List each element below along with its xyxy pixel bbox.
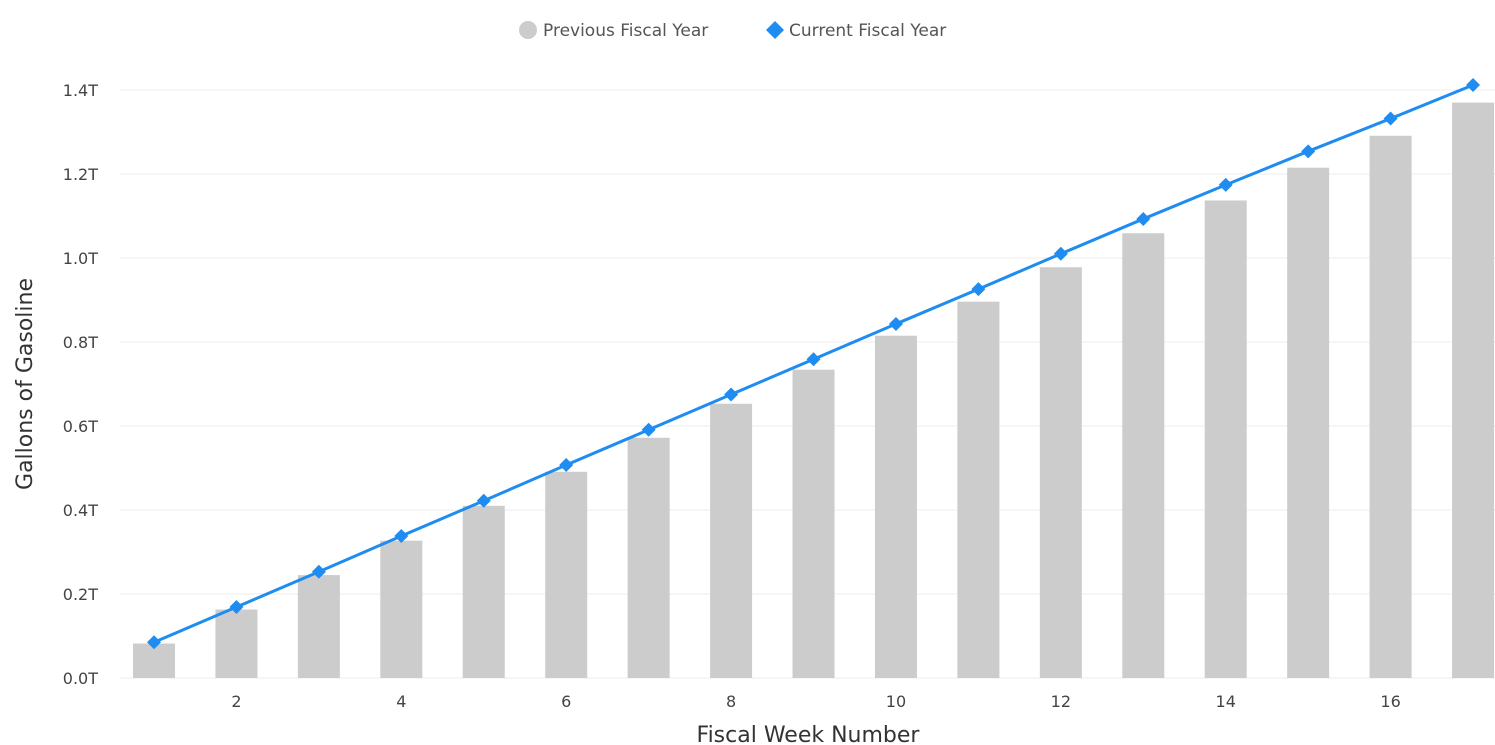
x-axis-title: Fiscal Week Number: [697, 723, 921, 745]
bar-previous-year[interactable]: [215, 609, 258, 678]
point-current-year[interactable]: [476, 493, 491, 508]
y-tick-label: 0.8T: [63, 333, 98, 352]
y-tick-label: 1.2T: [63, 165, 98, 184]
y-tick-label: 0.2T: [63, 585, 98, 604]
x-tick-label: 16: [1380, 692, 1400, 711]
legend-label: Current Fiscal Year: [789, 21, 946, 41]
x-axis-ticks: 2 4 6 8 10 12 14 16: [231, 692, 1400, 711]
bar-previous-year[interactable]: [462, 505, 505, 678]
bar-previous-year[interactable]: [1039, 267, 1082, 678]
point-current-year[interactable]: [806, 352, 821, 367]
point-current-year[interactable]: [229, 600, 244, 615]
x-tick-label: 10: [886, 692, 906, 711]
x-tick-label: 8: [726, 692, 736, 711]
point-current-year[interactable]: [724, 387, 739, 402]
legend-diamond-icon: [766, 21, 784, 39]
bar-previous-year[interactable]: [545, 471, 588, 678]
point-current-year[interactable]: [559, 458, 574, 473]
point-current-year[interactable]: [1466, 77, 1481, 92]
bar-previous-year[interactable]: [1369, 135, 1412, 678]
point-current-year[interactable]: [1218, 177, 1233, 192]
point-current-year[interactable]: [1053, 246, 1068, 261]
bar-previous-year[interactable]: [627, 437, 670, 678]
x-tick-label: 4: [396, 692, 406, 711]
bar-previous-year[interactable]: [792, 369, 835, 678]
point-current-year[interactable]: [1136, 211, 1151, 226]
y-axis-ticks: 0.0T 0.2T 0.4T 0.6T 0.8T 1.0T 1.2T 1.4T: [63, 81, 98, 688]
point-current-year[interactable]: [147, 635, 161, 650]
y-tick-label: 0.0T: [63, 669, 98, 688]
x-tick-label: 14: [1216, 692, 1236, 711]
legend[interactable]: Previous Fiscal Year Current Fiscal Year: [519, 21, 946, 41]
point-current-year[interactable]: [1383, 111, 1398, 126]
x-tick-label: 2: [231, 692, 241, 711]
legend-item-current-fiscal-year[interactable]: Current Fiscal Year: [766, 21, 946, 41]
y-axis-title: Gallons of Gasoline: [13, 278, 38, 490]
point-current-year[interactable]: [641, 422, 656, 437]
bar-previous-year[interactable]: [874, 335, 917, 678]
point-current-year[interactable]: [1301, 144, 1316, 159]
point-current-year[interactable]: [311, 564, 326, 579]
y-tick-label: 1.4T: [63, 81, 98, 100]
bar-previous-year[interactable]: [1287, 167, 1330, 678]
current-year-markers: [147, 77, 1481, 650]
bar-previous-year[interactable]: [380, 540, 423, 678]
legend-circle-icon: [519, 21, 537, 39]
x-tick-label: 6: [561, 692, 571, 711]
y-tick-label: 0.6T: [63, 417, 98, 436]
bar-previous-year[interactable]: [710, 403, 753, 678]
x-tick-label: 12: [1051, 692, 1071, 711]
legend-item-previous-fiscal-year[interactable]: Previous Fiscal Year: [519, 21, 708, 41]
bar-previous-year[interactable]: [1452, 102, 1495, 679]
point-current-year[interactable]: [971, 282, 986, 297]
y-tick-label: 1.0T: [63, 249, 98, 268]
point-current-year[interactable]: [888, 316, 903, 331]
legend-label: Previous Fiscal Year: [543, 21, 708, 41]
point-current-year[interactable]: [394, 529, 409, 544]
bar-previous-year[interactable]: [297, 575, 340, 678]
previous-year-bars: [133, 102, 1495, 679]
bar-previous-year[interactable]: [1204, 200, 1247, 678]
bar-previous-year[interactable]: [1122, 233, 1165, 678]
bar-previous-year[interactable]: [957, 301, 1000, 678]
y-tick-label: 0.4T: [63, 501, 98, 520]
